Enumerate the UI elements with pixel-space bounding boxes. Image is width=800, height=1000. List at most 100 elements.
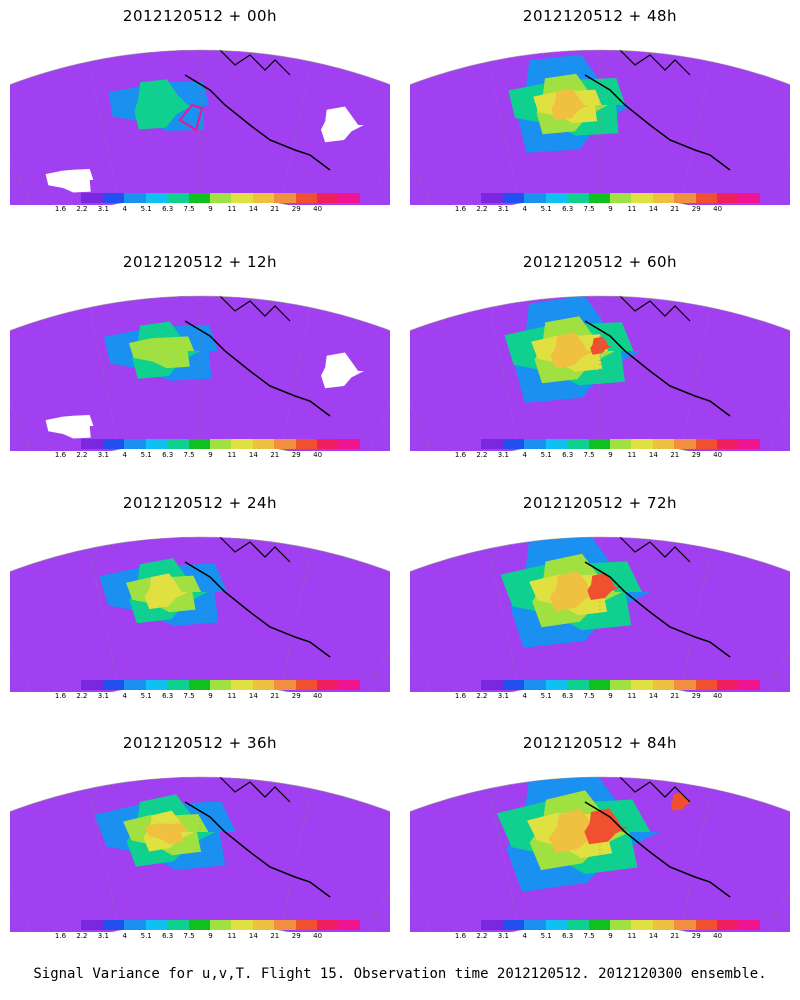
colorbar-swatch <box>317 680 339 690</box>
colorbar-swatch <box>295 439 318 449</box>
colorbar-tick-label: 40 <box>313 451 323 459</box>
colorbar-labels: 1.6 2.2 3.1 4 5.1 6.3 7.5 9 11 14 21 29 40 <box>455 451 760 461</box>
colorbar-swatch <box>502 439 525 449</box>
colorbar-labels: 1.6 2.2 3.1 4 5.1 6.3 7.5 9 11 14 21 29 40 <box>55 932 360 942</box>
colorbar-swatch <box>717 439 739 449</box>
colorbar-swatch <box>317 920 339 930</box>
colorbar-swatch <box>124 680 146 690</box>
colorbar-tick-label: 5.1 <box>540 205 552 213</box>
colorbar-tick-label: 9 <box>608 932 613 940</box>
colorbar-swatch <box>295 680 318 690</box>
colorbar-tick-label: 3.1 <box>497 451 509 459</box>
colorbar-swatch <box>124 193 146 203</box>
colorbar-tick-label: 9 <box>608 205 613 213</box>
colorbar-swatch <box>652 680 675 690</box>
colorbar-tick-label: 21 <box>270 932 280 940</box>
colorbar-tick-label: 6.3 <box>162 932 174 940</box>
colorbar-swatch <box>631 680 653 690</box>
colorbar-swatch <box>695 439 718 449</box>
colorbar-swatch <box>460 680 482 690</box>
colorbar-swatch <box>209 920 232 930</box>
colorbar-swatch <box>81 439 103 449</box>
colorbar-swatch <box>631 439 653 449</box>
colorbar-swatch <box>252 439 275 449</box>
colorbar-swatch <box>102 193 125 203</box>
colorbar-swatch <box>567 680 589 690</box>
colorbar-tick-label: 29 <box>291 692 301 700</box>
colorbar-swatch <box>209 680 232 690</box>
colorbar-tick-label: 29 <box>291 932 301 940</box>
colorbar-tick-label: 1.6 <box>454 205 467 213</box>
colorbar-swatch <box>609 193 632 203</box>
colorbar-swatch <box>609 680 632 690</box>
colorbar-tick-label: 11 <box>627 451 637 459</box>
colorbar-tick-label: 11 <box>627 932 637 940</box>
colorbar-tick-label: 21 <box>270 451 280 459</box>
colorbar-swatch <box>631 193 653 203</box>
colorbar-swatch <box>502 193 525 203</box>
colorbar-swatch <box>167 439 189 449</box>
variance-map <box>410 536 790 692</box>
colorbar-swatch <box>274 439 296 449</box>
colorbar-tick-label: 3.1 <box>497 205 509 213</box>
colorbar-tick-label: 4 <box>522 932 528 940</box>
panel-title: 2012120512 + 84h <box>522 734 678 752</box>
colorbar-tick-label: 5.1 <box>140 451 152 459</box>
colorbar-tick-label: 1.6 <box>54 932 67 940</box>
colorbar-tick-label: 14 <box>248 451 258 459</box>
colorbar <box>460 680 760 690</box>
colorbar-tick-label: 1.6 <box>54 692 67 700</box>
colorbar-swatch <box>717 920 739 930</box>
colorbar-labels: 1.6 2.2 3.1 4 5.1 6.3 7.5 9 11 14 21 29 40 <box>455 932 760 942</box>
colorbar-swatch <box>167 680 189 690</box>
colorbar-tick-label: 6.3 <box>162 205 174 213</box>
colorbar-tick-label: 7.5 <box>183 692 195 700</box>
colorbar-swatch <box>231 920 253 930</box>
colorbar-tick-label: 6.3 <box>562 932 574 940</box>
colorbar-tick-label: 3.1 <box>97 205 109 213</box>
colorbar-tick-label: 5.1 <box>140 205 152 213</box>
colorbar-tick-label: 14 <box>648 451 658 459</box>
colorbar-tick-label: 40 <box>713 932 723 940</box>
colorbar-swatch <box>738 920 760 930</box>
variance-map <box>410 776 790 932</box>
colorbar-swatch <box>674 920 696 930</box>
colorbar-tick-label: 29 <box>691 451 701 459</box>
colorbar-swatch <box>124 439 146 449</box>
colorbar-swatch <box>524 680 546 690</box>
colorbar-swatch <box>274 920 296 930</box>
colorbar-swatch <box>695 193 718 203</box>
colorbar-swatch <box>81 920 103 930</box>
colorbar-swatch <box>231 193 253 203</box>
colorbar-swatch <box>81 680 103 690</box>
colorbar-tick-label: 9 <box>208 451 213 459</box>
colorbar-swatch <box>252 920 275 930</box>
colorbar-swatch <box>317 193 339 203</box>
colorbar-tick-label: 2.2 <box>476 205 488 213</box>
colorbar-tick-label: 14 <box>248 692 258 700</box>
colorbar-labels: 1.6 2.2 3.1 4 5.1 6.3 7.5 9 11 14 21 29 40 <box>55 205 360 215</box>
colorbar-tick-label: 11 <box>627 205 637 213</box>
colorbar-tick-label: 2.2 <box>76 451 88 459</box>
colorbar-swatch <box>567 920 589 930</box>
colorbar-tick-label: 2.2 <box>76 692 88 700</box>
colorbar-tick-label: 11 <box>227 205 237 213</box>
colorbar-tick-label: 3.1 <box>97 932 109 940</box>
colorbar-tick-label: 4 <box>122 932 128 940</box>
colorbar-swatch <box>652 920 675 930</box>
colorbar-swatch <box>545 439 568 449</box>
colorbar-labels: 1.6 2.2 3.1 4 5.1 6.3 7.5 9 11 14 21 29 40 <box>55 451 360 461</box>
colorbar-swatch <box>317 439 339 449</box>
colorbar-swatch <box>631 920 653 930</box>
colorbar-tick-label: 7.5 <box>583 692 595 700</box>
colorbar-tick-label: 9 <box>608 451 613 459</box>
colorbar-tick-label: 2.2 <box>76 205 88 213</box>
colorbar-swatch <box>338 680 360 690</box>
colorbar-swatch <box>188 680 210 690</box>
colorbar-labels: 1.6 2.2 3.1 4 5.1 6.3 7.5 9 11 14 21 29 40 <box>55 692 360 702</box>
colorbar-tick-label: 4 <box>122 451 128 459</box>
colorbar-swatch <box>209 193 232 203</box>
colorbar-tick-label: 21 <box>270 205 280 213</box>
colorbar <box>60 920 360 930</box>
colorbar-tick-label: 7.5 <box>583 932 595 940</box>
